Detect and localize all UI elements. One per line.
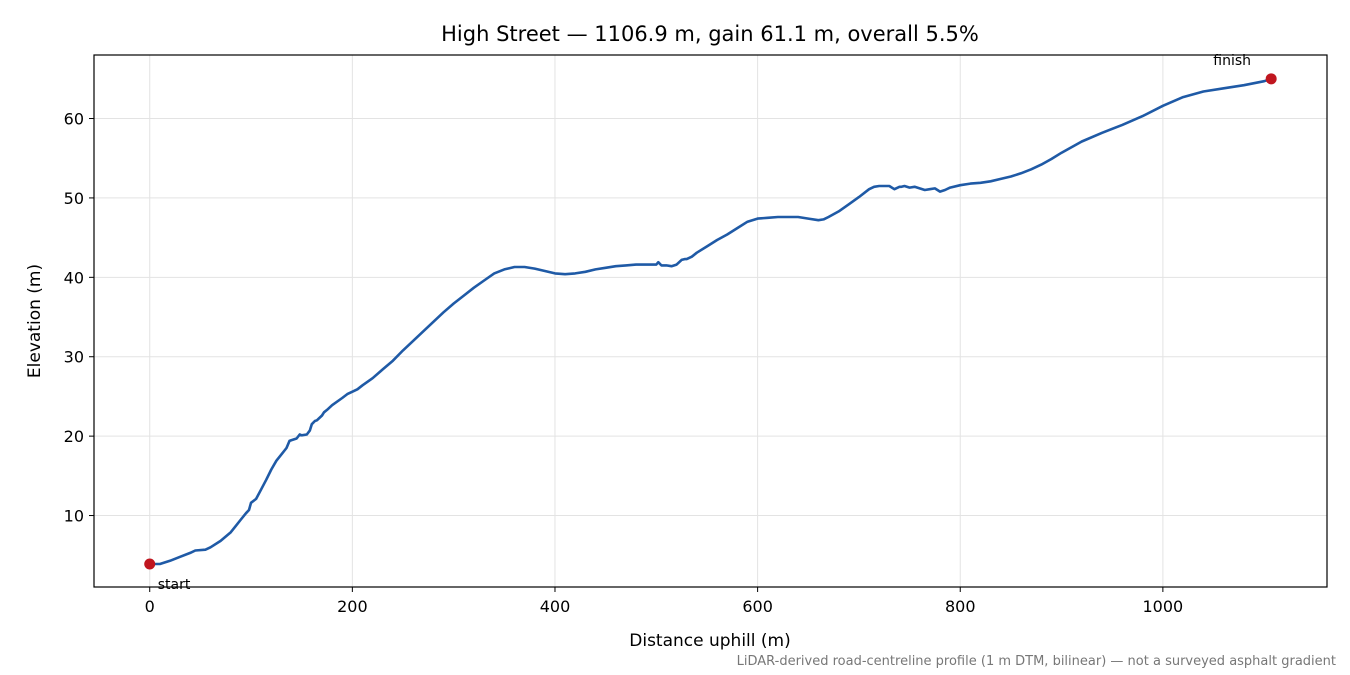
endpoint-markers: start finish	[144, 53, 1277, 593]
chart-title: High Street — 1106.9 m, gain 61.1 m, ove…	[441, 22, 979, 46]
x-axis-label: Distance uphill (m)	[629, 631, 790, 651]
y-tick-label: 60	[64, 110, 84, 129]
elevation-line	[148, 77, 1273, 566]
y-tick-label: 20	[64, 427, 84, 446]
y-tick-label: 50	[64, 189, 84, 208]
y-tick-label: 40	[64, 268, 84, 287]
gridlines	[94, 55, 1327, 587]
x-tick-label: 400	[540, 597, 571, 616]
finish-marker	[1265, 73, 1277, 85]
footnote: LiDAR-derived road-centreline profile (1…	[737, 654, 1336, 669]
axis-ticks: 0 200 400 600 800 1000 10 20 30 40 50 60	[64, 110, 1184, 616]
start-label: start	[158, 577, 191, 593]
x-tick-label: 200	[337, 597, 368, 616]
plot-frame	[93, 54, 1328, 588]
y-tick-label: 10	[64, 507, 84, 526]
finish-label: finish	[1213, 53, 1251, 69]
y-axis-label: Elevation (m)	[25, 264, 45, 378]
profile-series	[148, 77, 1273, 566]
x-tick-label: 800	[945, 597, 976, 616]
start-marker	[144, 558, 156, 570]
x-tick-label: 600	[742, 597, 773, 616]
x-tick-label: 0	[145, 597, 155, 616]
y-tick-label: 30	[64, 348, 84, 367]
x-tick-label: 1000	[1143, 597, 1184, 616]
